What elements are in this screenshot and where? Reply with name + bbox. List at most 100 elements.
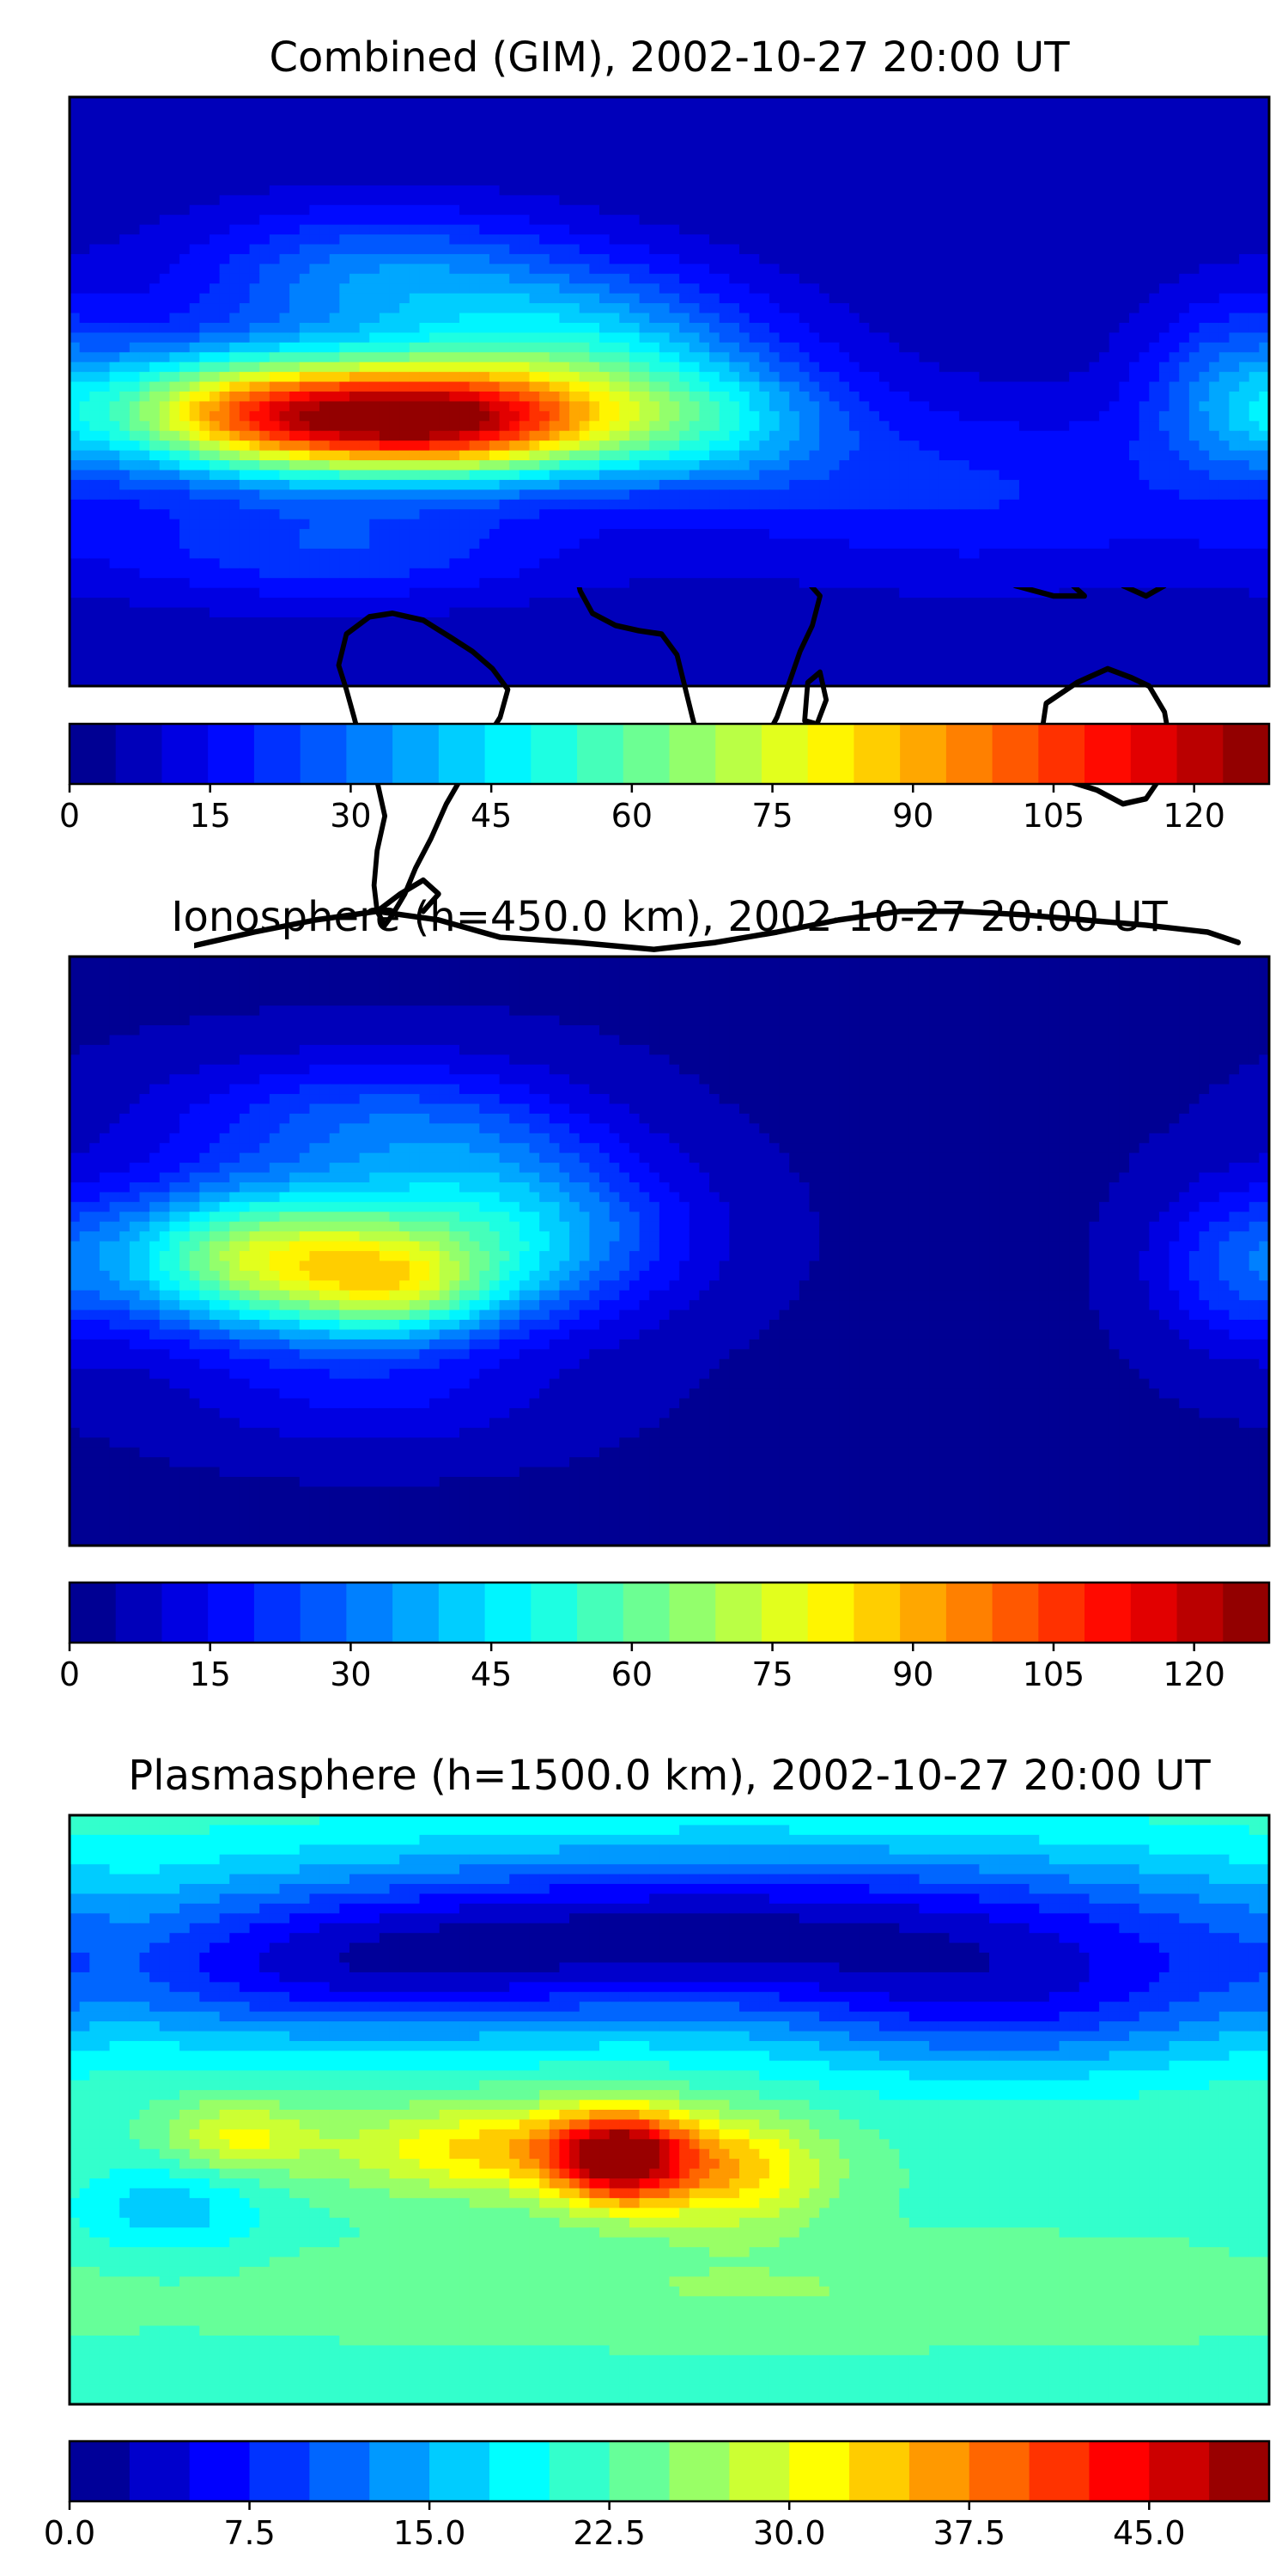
colorbar-segment [1209,2441,1270,2501]
panel-1: Combined (GIM), 2002-10-27 20:00 UT 0 15 30… [59,33,1270,963]
colorbar-tick-label: 90 [892,1656,933,1693]
colorbar: 0.0 7.5 15.0 22.5 30.0 37.5 45.0 [44,2439,1271,2552]
colorbar-tick-label: 22.5 [573,2514,646,2552]
colorbar-tick-label: 105 [1023,797,1085,835]
colorbar-segment [623,724,670,784]
colorbar-segment [729,2441,790,2501]
colorbar-segment [945,1583,993,1643]
colorbar-frame [68,2439,1271,2503]
colorbar-segment [900,1583,947,1643]
colorbar-tick-label: 0 [59,797,80,835]
colorbar-tick-label: 75 [751,797,793,835]
colorbar-tick-label: 30 [330,797,371,835]
colorbar-tick-label: 15 [190,797,231,835]
colorbar-tick-label: 45 [471,1656,512,1693]
colorbar-tick-label: 120 [1163,797,1225,835]
colorbar-segment [623,1583,670,1643]
colorbar-segment [1038,724,1085,784]
colorbar-segment [253,724,301,784]
colorbar-segment [854,724,901,784]
colorbar-tick-label: 30 [330,1656,371,1693]
colorbar-segment [309,2441,370,2501]
colorbar-segment [429,2441,490,2501]
map-frame [68,955,1271,1547]
colorbar-segment [900,724,947,784]
colorbar-tick-label: 60 [611,1656,653,1693]
colorbar-segment [549,2441,611,2501]
colorbar-segment [577,724,624,784]
map-field [70,957,1269,1546]
colorbar-segment [789,2441,850,2501]
colorbar-segment [1176,1583,1224,1643]
colorbar-segment [715,1583,762,1643]
colorbar-segment [1084,1583,1132,1643]
colorbar-segment [992,1583,1039,1643]
colorbar-tick-label: 37.5 [933,2514,1005,2552]
colorbar-segment [669,724,716,784]
map-frame [68,1814,1271,2406]
colorbar-segment [189,2441,251,2501]
colorbar-segment [1089,2441,1150,2501]
colorbar-tick-label: 60 [611,797,653,835]
colorbar-segment [1176,724,1224,784]
colorbar-segment [854,1583,901,1643]
colorbar-segment [1223,1583,1270,1643]
colorbar-segment [945,724,993,784]
colorbar-segment [300,1583,347,1643]
colorbar-segment [70,1583,117,1643]
colorbar-segment [992,724,1039,784]
colorbar-tick-label: 45 [471,797,512,835]
colorbar-tick-label: 120 [1163,1656,1225,1693]
colorbar-segment [115,724,162,784]
colorbar-segment [1149,2441,1210,2501]
colorbar-segment [346,724,393,784]
figure-panels: Combined (GIM), 2002-10-27 20:00 UT 0 15 30… [44,33,1271,2552]
colorbar-segment [1130,724,1178,784]
colorbar-segment [208,1583,255,1643]
colorbar-segment [609,2441,670,2501]
colorbar-segment [908,2441,970,2501]
colorbar-segment [761,1583,809,1643]
colorbar-segment [484,1583,532,1643]
colorbar-segment [70,724,117,784]
colorbar-tick-label: 105 [1023,1656,1085,1693]
colorbar-segment [761,724,809,784]
colorbar-segment [1029,2441,1090,2501]
colorbar-segment [161,724,209,784]
colorbar-tick-label: 75 [751,1656,793,1693]
colorbar-frame [68,1581,1271,1644]
colorbar-tick-label: 90 [892,797,933,835]
colorbar-tick-label: 15 [190,1656,231,1693]
colorbar-segment [577,1583,624,1643]
colorbar-segment [484,724,532,784]
colorbar-segment [1223,724,1270,784]
colorbar-tick-label: 30.0 [753,2514,826,2552]
colorbar-segment [346,1583,393,1643]
colorbar-segment [489,2441,550,2501]
colorbar-segment [129,2441,191,2501]
map-frame [68,95,1271,688]
panel-2: Ionosphere (h=450.0 km), 2002-10-27 20:0… [59,893,1271,1693]
colorbar-segment [438,724,486,784]
colorbar-segment [369,2441,430,2501]
map-field [70,1815,1269,2404]
colorbar-frame [68,722,1271,786]
colorbar-segment [253,1583,301,1643]
colorbar-segment [807,724,854,784]
colorbar: 0 15 30 45 60 75 90 105 120 [59,722,1271,835]
colorbar-segment [438,1583,486,1643]
colorbar-tick-label: 7.5 [223,2514,275,2552]
colorbar-segment [669,1583,716,1643]
colorbar-segment [392,724,440,784]
colorbar-segment [208,724,255,784]
colorbar-segment [669,2441,730,2501]
colorbar-segment [807,1583,854,1643]
colorbar-segment [249,2441,310,2501]
colorbar-segment [531,724,578,784]
colorbar-segment [849,2441,910,2501]
colorbar-segment [70,2441,131,2501]
map-field [70,97,1269,686]
colorbar-segment [300,724,347,784]
colorbar-segment [531,1583,578,1643]
